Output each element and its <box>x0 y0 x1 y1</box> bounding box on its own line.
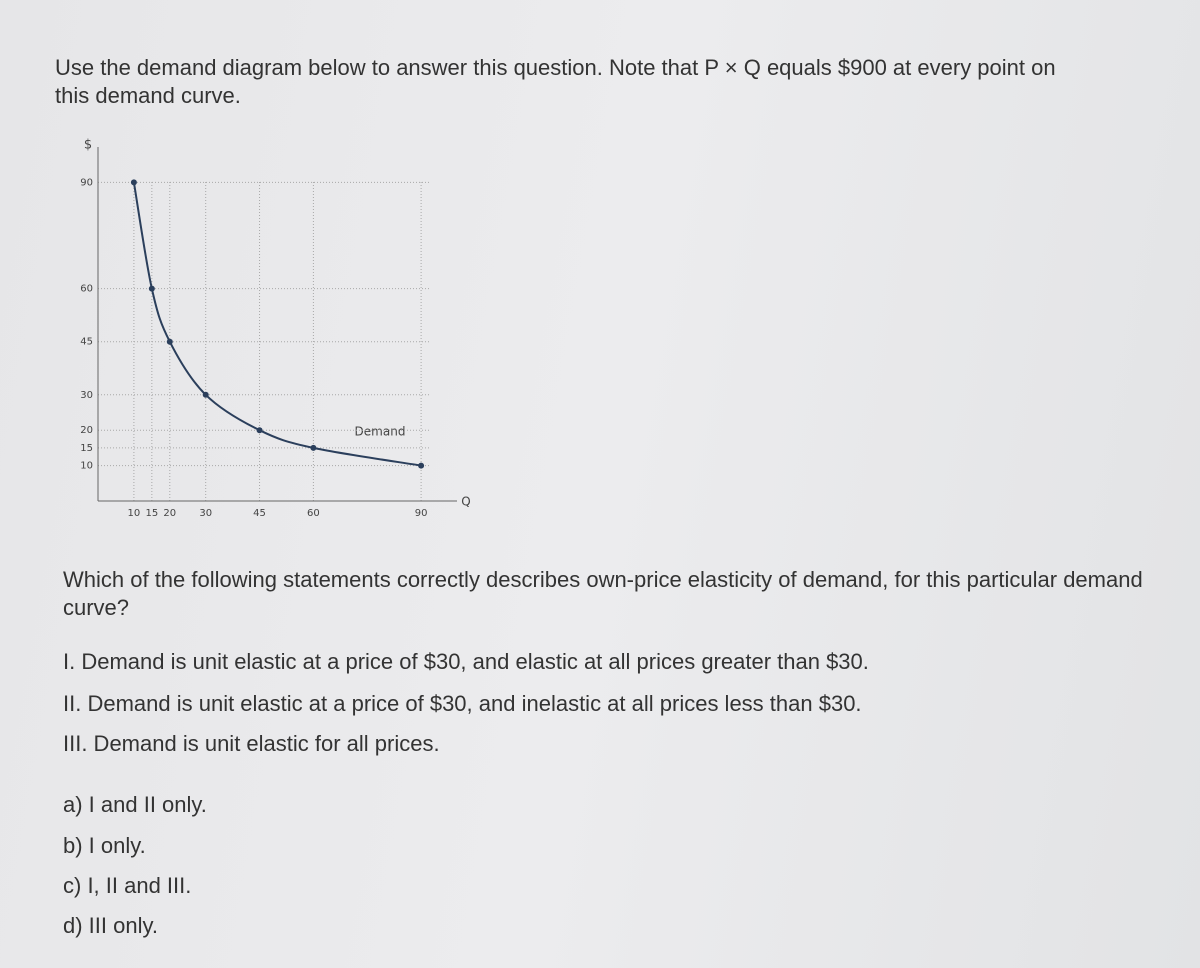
data-point <box>202 391 209 398</box>
y-tick-label: 45 <box>80 337 93 348</box>
option[interactable]: c) I, II and III. <box>63 873 192 898</box>
data-point <box>256 427 263 434</box>
y-tick-label: 30 <box>80 390 93 401</box>
y-tick-label: 15 <box>80 443 93 454</box>
prompt-text: Which of the following statements correc… <box>63 567 1143 620</box>
y-tick-label: 20 <box>80 425 93 436</box>
demand-curve <box>132 182 422 467</box>
y-tick-label: 90 <box>80 177 93 188</box>
y-tick-label: 60 <box>80 284 93 295</box>
x-tick-label: 20 <box>163 508 176 519</box>
x-tick-label: 45 <box>253 508 266 519</box>
option[interactable]: a) I and II only. <box>63 792 207 817</box>
data-point <box>166 338 173 345</box>
annotation: Demand <box>355 425 406 439</box>
data-point <box>130 179 137 186</box>
demand-chart: $ Q Demand 10 15 20 30 45 60 90 10 15 20 30 45 60 90 <box>80 138 470 520</box>
x-tick-label: 10 <box>128 508 141 519</box>
option[interactable]: b) I only. <box>63 833 146 858</box>
data-point <box>418 462 425 469</box>
x-tick-label: 15 <box>145 508 158 519</box>
statement: I. Demand is unit elastic at a price of … <box>63 649 869 674</box>
y-axis-label: $ <box>84 138 92 153</box>
statement: II. Demand is unit elastic at a price of… <box>63 691 862 716</box>
question-text: Use the demand diagram below to answer t… <box>55 55 1056 108</box>
option[interactable]: d) III only. <box>63 913 158 938</box>
x-tick-label: 30 <box>199 508 212 519</box>
x-axis-label: Q <box>461 495 470 509</box>
statement: III. Demand is unit elastic for all pric… <box>63 731 440 756</box>
x-tick-label: 60 <box>307 508 320 519</box>
data-point <box>310 444 317 451</box>
x-tick-label: 90 <box>415 508 428 519</box>
y-tick-label: 10 <box>80 461 93 472</box>
data-point <box>148 285 155 292</box>
